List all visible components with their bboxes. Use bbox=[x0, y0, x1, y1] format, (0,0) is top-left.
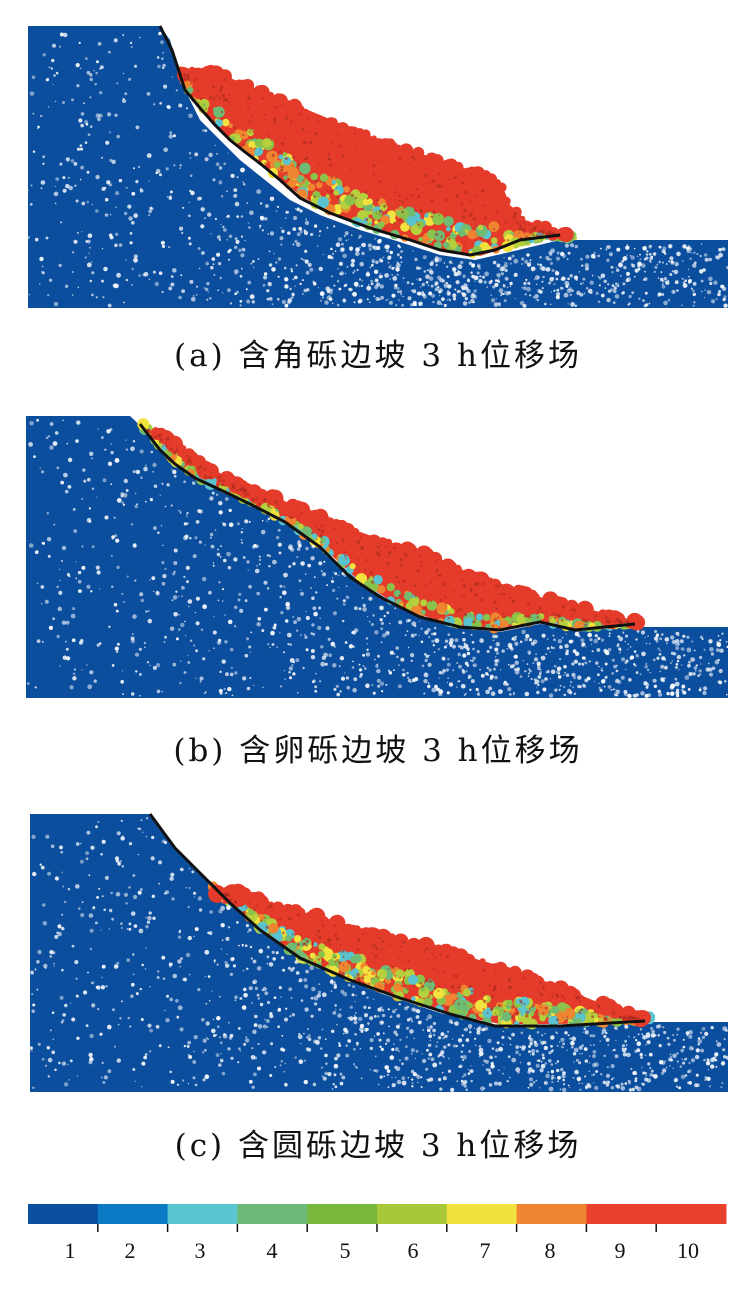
stable-ground bbox=[28, 26, 728, 308]
legend-label-6: 6 bbox=[408, 1238, 419, 1263]
surface-grains bbox=[177, 64, 574, 243]
particle-pores bbox=[27, 31, 730, 308]
caption-c: (c) 含圆砾边坡 3 h位移场 bbox=[174, 1128, 582, 1164]
legend-label-1: 1 bbox=[65, 1238, 76, 1263]
slip-surface-line bbox=[148, 813, 646, 1028]
caption-a: (a) 含角砾边坡 3 h位移场 bbox=[174, 338, 582, 374]
caption-b: (b) 含卵砾边坡 3 h位移场 bbox=[173, 733, 583, 769]
legend-swatch-1 bbox=[28, 1204, 99, 1224]
displacement-field-b bbox=[26, 416, 729, 699]
stable-ground bbox=[30, 814, 728, 1092]
legend-swatch-8 bbox=[516, 1204, 587, 1224]
mass-pores bbox=[221, 892, 640, 1022]
slip-surface-line bbox=[138, 423, 636, 632]
displacement-field-c bbox=[29, 813, 730, 1093]
legend-label-9: 9 bbox=[615, 1238, 626, 1263]
panel-c bbox=[0, 808, 756, 1098]
legend-swatch-6 bbox=[377, 1204, 448, 1224]
legend-swatches bbox=[28, 1204, 727, 1224]
particle-pores bbox=[26, 418, 729, 699]
color-legend: 1 2 3 4 5 6 7 8 9 10 bbox=[28, 1204, 727, 1263]
sliding-mass bbox=[180, 70, 575, 256]
particle-pores bbox=[29, 817, 730, 1093]
legend-swatch-5 bbox=[307, 1204, 378, 1224]
legend-label-4: 4 bbox=[267, 1238, 278, 1263]
legend-label-10: 10 bbox=[677, 1238, 699, 1263]
mass-pores bbox=[182, 73, 562, 247]
legend-swatch-2 bbox=[97, 1204, 169, 1224]
legend-label-2: 2 bbox=[125, 1238, 136, 1263]
legend-label-8: 8 bbox=[545, 1238, 556, 1263]
legend-swatch-10 bbox=[656, 1204, 727, 1224]
surface-grains bbox=[146, 427, 646, 631]
panel-a bbox=[0, 20, 756, 320]
legend-label-7: 7 bbox=[480, 1238, 491, 1263]
legend-label-5: 5 bbox=[340, 1238, 351, 1263]
slip-surface-line bbox=[158, 25, 561, 257]
mass-pores bbox=[146, 428, 630, 627]
legend-swatch-3 bbox=[167, 1204, 238, 1224]
panel-b bbox=[0, 412, 756, 707]
legend-swatch-9 bbox=[586, 1204, 657, 1224]
legend-swatch-7 bbox=[446, 1204, 518, 1224]
legend-label-3: 3 bbox=[195, 1238, 206, 1263]
legend-swatch-4 bbox=[237, 1204, 308, 1224]
legend-ticks: 1 2 3 4 5 6 7 8 9 10 bbox=[65, 1224, 699, 1263]
displacement-field-a bbox=[27, 25, 730, 308]
